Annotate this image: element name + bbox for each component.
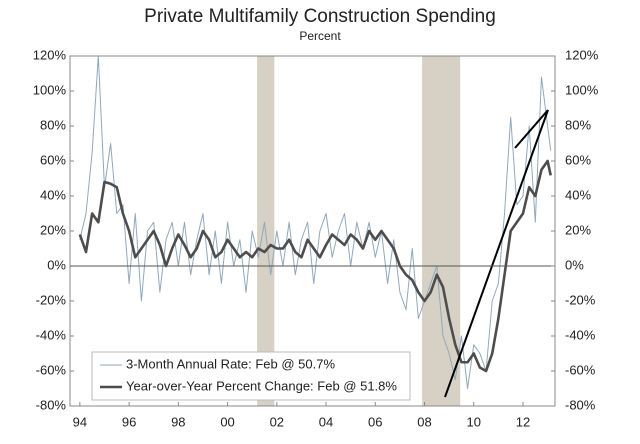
y2-tick-label: 40% <box>565 187 591 202</box>
y-tick-label: -60% <box>36 362 67 377</box>
chart-subtitle: Percent <box>299 29 341 43</box>
y2-tick-label: -80% <box>565 397 596 412</box>
x-tick-label: 12 <box>516 414 530 429</box>
y-tick-label: 40% <box>40 187 66 202</box>
x-tick-label: 08 <box>417 414 431 429</box>
x-tick-label: 94 <box>73 414 87 429</box>
x-tick-label: 04 <box>319 414 333 429</box>
series-line <box>79 55 552 389</box>
y-tick-label: 0% <box>47 257 66 272</box>
legend-label: Year-over-Year Percent Change: Feb @ 51.… <box>126 378 397 393</box>
y-tick-label: -40% <box>36 327 67 342</box>
legend-label: 3-Month Annual Rate: Feb @ 50.7% <box>126 356 335 371</box>
y2-tick-label: 60% <box>565 152 591 167</box>
trend-arrow <box>444 109 549 398</box>
y2-tick-label: 80% <box>565 117 591 132</box>
trend-arrow <box>514 109 549 149</box>
y-tick-label: 100% <box>33 82 67 97</box>
y2-tick-label: 120% <box>565 47 599 62</box>
x-tick-label: 98 <box>171 414 185 429</box>
series-line <box>78 159 552 373</box>
x-tick-label: 02 <box>270 414 284 429</box>
y-tick-label: -20% <box>36 292 67 307</box>
plot-area <box>78 55 552 406</box>
y-tick-label: 60% <box>40 152 66 167</box>
y-tick-label: -80% <box>36 397 67 412</box>
y-tick-label: 20% <box>40 222 66 237</box>
y2-tick-label: 100% <box>565 82 599 97</box>
x-tick-label: 00 <box>220 414 234 429</box>
x-tick-label: 06 <box>368 414 382 429</box>
chart-title: Private Multifamily Construction Spendin… <box>144 6 496 27</box>
y2-tick-label: -40% <box>565 327 596 342</box>
legend-box <box>91 351 411 401</box>
x-tick-label: 96 <box>122 414 136 429</box>
y2-tick-label: -60% <box>565 362 596 377</box>
recession-band <box>422 56 461 406</box>
y2-tick-label: 20% <box>565 222 591 237</box>
y-tick-label: 80% <box>40 117 66 132</box>
y-tick-label: 120% <box>33 47 67 62</box>
y2-tick-label: 0% <box>565 257 584 272</box>
x-tick-label: 10 <box>467 414 481 429</box>
y2-tick-label: -20% <box>565 292 596 307</box>
